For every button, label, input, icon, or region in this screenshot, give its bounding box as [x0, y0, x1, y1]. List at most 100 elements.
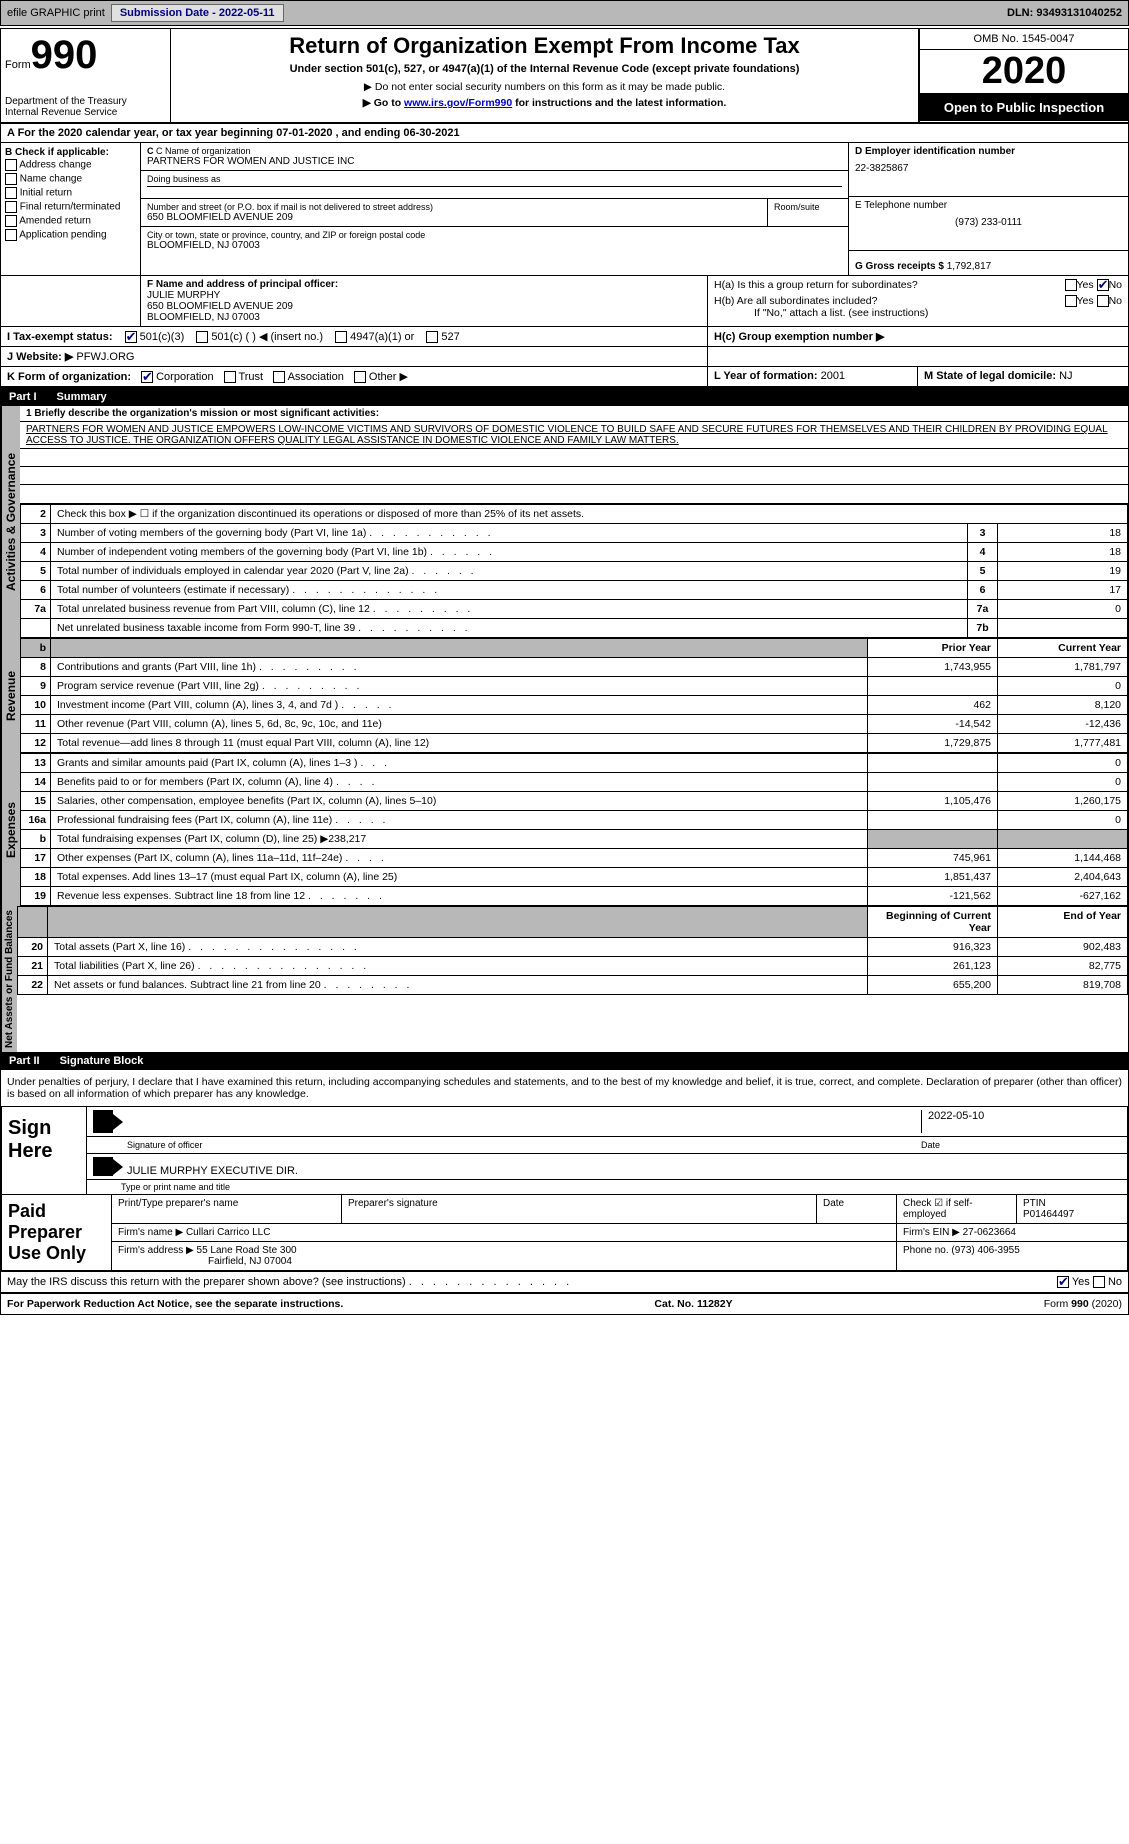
- line-5-val: 19: [998, 562, 1128, 581]
- prep-phone: (973) 406-3955: [951, 1245, 1019, 1256]
- line-4-desc: Number of independent voting members of …: [51, 543, 968, 562]
- line-21-desc: Total liabilities (Part X, line 26) . . …: [48, 957, 868, 976]
- governance-section: Activities & Governance 1 Briefly descri…: [1, 406, 1128, 638]
- check-other[interactable]: [354, 371, 366, 383]
- line-22-prior: 655,200: [868, 976, 998, 995]
- form-number: Form990: [5, 33, 166, 78]
- line-21-current: 82,775: [998, 957, 1128, 976]
- section-i-hc: I Tax-exempt status: 501(c)(3) 501(c) ( …: [1, 327, 1128, 347]
- irs-label: Internal Revenue Service: [5, 107, 166, 118]
- line-7a-val: 0: [998, 600, 1128, 619]
- room-suite-label: Room/suite: [768, 199, 848, 226]
- arrow-icon: [93, 1110, 113, 1133]
- ptin-value: P01464497: [1023, 1209, 1074, 1220]
- c-label: C C Name of organization: [147, 146, 842, 156]
- k-label: K Form of organization:: [7, 371, 131, 383]
- line-17-prior: 745,961: [868, 849, 998, 868]
- d-label: D Employer identification number: [855, 146, 1015, 157]
- e-label: E Telephone number: [855, 200, 1122, 211]
- line-20-desc: Total assets (Part X, line 16) . . . . .…: [48, 938, 868, 957]
- subtitle-1: Under section 501(c), 527, or 4947(a)(1)…: [175, 63, 914, 75]
- hb-no[interactable]: [1097, 295, 1109, 307]
- check-name-change[interactable]: Name change: [5, 172, 136, 186]
- tax-year: 2020: [920, 50, 1128, 94]
- line-10-prior: 462: [868, 696, 998, 715]
- dln-label: DLN: 93493131040252: [1007, 7, 1122, 19]
- check-amended-return[interactable]: Amended return: [5, 214, 136, 228]
- firm-city: Fairfield, NJ 07004: [208, 1256, 292, 1267]
- part2-header: Part II Signature Block: [1, 1052, 1128, 1070]
- discuss-no[interactable]: [1093, 1276, 1105, 1288]
- section-j: J Website: ▶ PFWJ.ORG: [1, 347, 1128, 367]
- line-17-desc: Other expenses (Part IX, column (A), lin…: [51, 849, 868, 868]
- check-501c[interactable]: [196, 331, 208, 343]
- period-row: A For the 2020 calendar year, or tax yea…: [1, 124, 1128, 143]
- officer-name: JULIE MURPHY: [147, 290, 220, 301]
- ha-no[interactable]: [1097, 279, 1109, 291]
- j-label: J Website: ▶: [7, 351, 73, 363]
- line-8-desc: Contributions and grants (Part VIII, lin…: [51, 658, 868, 677]
- check-address-change[interactable]: Address change: [5, 158, 136, 172]
- line-6-desc: Total number of volunteers (estimate if …: [51, 581, 968, 600]
- line-10-desc: Investment income (Part VIII, column (A)…: [51, 696, 868, 715]
- check-527[interactable]: [426, 331, 438, 343]
- line-17-current: 1,144,468: [998, 849, 1128, 868]
- footer-row: For Paperwork Reduction Act Notice, see …: [1, 1294, 1128, 1314]
- check-association[interactable]: [273, 371, 285, 383]
- line-16b-desc: Total fundraising expenses (Part IX, col…: [51, 830, 868, 849]
- paid-preparer-row: Paid Preparer Use Only Print/Type prepar…: [1, 1195, 1128, 1271]
- officer-addr2: BLOOMFIELD, NJ 07003: [147, 312, 260, 323]
- phone-value: (973) 233-0111: [855, 217, 1122, 228]
- ha-label: H(a) Is this a group return for subordin…: [714, 279, 918, 291]
- line-16a-prior: [868, 811, 998, 830]
- line-16a-desc: Professional fundraising fees (Part IX, …: [51, 811, 868, 830]
- ha-yes[interactable]: [1065, 279, 1077, 291]
- irs-link[interactable]: www.irs.gov/Form990: [404, 97, 512, 109]
- street-label: Number and street (or P.O. box if mail i…: [147, 202, 761, 212]
- check-trust[interactable]: [224, 371, 236, 383]
- hc-label: H(c) Group exemption number ▶: [708, 327, 1128, 346]
- prep-phone-label: Phone no.: [903, 1245, 949, 1256]
- side-label-revenue: Revenue: [1, 638, 20, 753]
- paid-preparer-label: Paid Preparer Use Only: [2, 1195, 112, 1270]
- check-corporation[interactable]: [141, 371, 153, 383]
- officer-addr1: 650 BLOOMFIELD AVENUE 209: [147, 301, 293, 312]
- line-3-desc: Number of voting members of the governin…: [51, 524, 968, 543]
- l-label: L Year of formation:: [714, 370, 818, 382]
- firm-name-label: Firm's name ▶: [118, 1227, 183, 1238]
- line-4-val: 18: [998, 543, 1128, 562]
- footer-left: For Paperwork Reduction Act Notice, see …: [7, 1298, 343, 1310]
- line-18-current: 2,404,643: [998, 868, 1128, 887]
- submission-date-button[interactable]: Submission Date - 2022-05-11: [111, 4, 284, 22]
- side-label-expenses: Expenses: [1, 753, 20, 906]
- line-9-desc: Program service revenue (Part VIII, line…: [51, 677, 868, 696]
- line-16a-current: 0: [998, 811, 1128, 830]
- col-b-checkboxes: B Check if applicable: Address change Na…: [1, 143, 141, 275]
- discuss-yes[interactable]: [1057, 1276, 1069, 1288]
- line-21-prior: 261,123: [868, 957, 998, 976]
- check-4947[interactable]: [335, 331, 347, 343]
- check-501c3[interactable]: [125, 331, 137, 343]
- check-initial-return[interactable]: Initial return: [5, 186, 136, 200]
- firm-addr-label: Firm's address ▶: [118, 1245, 194, 1256]
- revenue-section: Revenue bPrior YearCurrent Year 8Contrib…: [1, 638, 1128, 753]
- prep-date-label: Date: [817, 1195, 897, 1223]
- check-application-pending[interactable]: Application pending: [5, 228, 136, 242]
- officer-name-title: JULIE MURPHY EXECUTIVE DIR.: [113, 1157, 1121, 1176]
- line-7b-desc: Net unrelated business taxable income fr…: [51, 619, 968, 638]
- line-13-current: 0: [998, 754, 1128, 773]
- prep-print-name-label: Print/Type preparer's name: [112, 1195, 342, 1223]
- prep-sig-label: Preparer's signature: [342, 1195, 817, 1223]
- f-label: F Name and address of principal officer:: [147, 279, 338, 290]
- line-12-current: 1,777,481: [998, 734, 1128, 753]
- net-assets-section: Net Assets or Fund Balances Beginning of…: [1, 906, 1128, 1052]
- city-label: City or town, state or province, country…: [147, 230, 842, 240]
- check-final-return[interactable]: Final return/terminated: [5, 200, 136, 214]
- firm-name: Cullari Carrico LLC: [186, 1227, 270, 1238]
- expenses-section: Expenses 13Grants and similar amounts pa…: [1, 753, 1128, 906]
- arrow-icon: [93, 1157, 113, 1176]
- website-value: PFWJ.ORG: [76, 351, 134, 363]
- hb-yes[interactable]: [1065, 295, 1077, 307]
- line-8-current: 1,781,797: [998, 658, 1128, 677]
- sig-date-val: 2022-05-10: [921, 1110, 1121, 1133]
